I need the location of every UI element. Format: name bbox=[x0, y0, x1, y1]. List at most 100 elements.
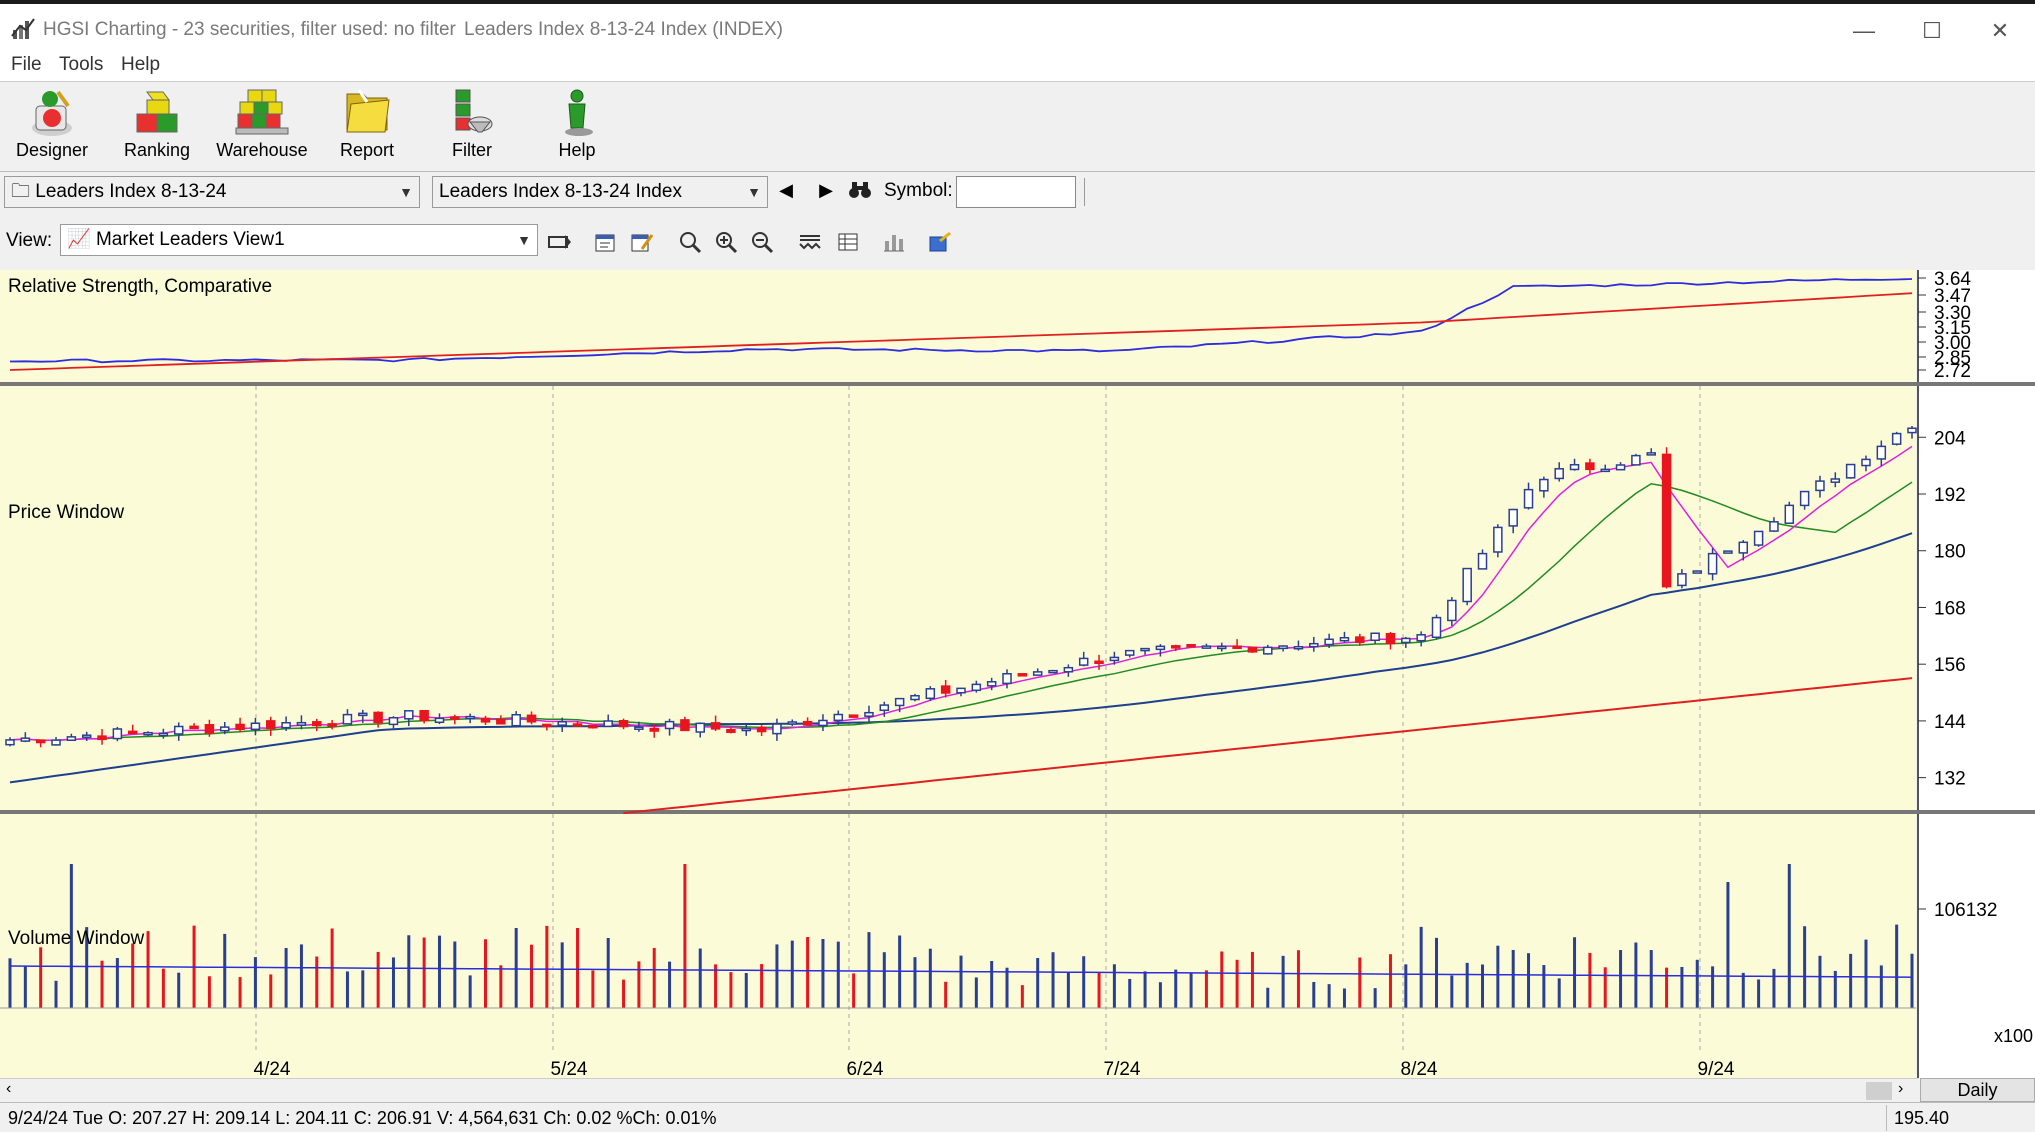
menu-tools[interactable]: Tools bbox=[59, 54, 104, 75]
candle-body bbox=[1002, 672, 1012, 685]
view-manager-icon[interactable] bbox=[546, 228, 574, 256]
volume-pane-title: Volume Window bbox=[8, 928, 145, 949]
data-table-icon[interactable] bbox=[834, 228, 862, 256]
binoculars-icon[interactable] bbox=[846, 176, 874, 204]
horizontal-scrollbar[interactable]: ‹ › bbox=[0, 1078, 1918, 1102]
status-bar: 9/24/24 Tue O: 207.27 H: 209.14 L: 204.1… bbox=[0, 1102, 2035, 1132]
candle-body bbox=[327, 723, 337, 727]
security-select-value: Leaders Index 8-13-24 Index bbox=[439, 181, 682, 202]
close-button[interactable]: ✕ bbox=[1990, 18, 2010, 43]
scroll-left-icon[interactable]: ‹ bbox=[6, 1080, 12, 1097]
candle-body bbox=[5, 739, 15, 746]
candle-body bbox=[358, 712, 368, 717]
help-button[interactable]: Help bbox=[527, 86, 627, 168]
date-label: 5/24 bbox=[551, 1059, 588, 1078]
chart-style-icon[interactable] bbox=[880, 228, 908, 256]
maximize-button[interactable]: ☐ bbox=[1922, 18, 1942, 43]
candle-body bbox=[1876, 445, 1887, 460]
next-arrow-icon[interactable]: ▶ bbox=[819, 179, 833, 200]
candle-body bbox=[1032, 671, 1043, 676]
edit-properties-icon[interactable] bbox=[628, 228, 656, 256]
candle-body bbox=[741, 727, 752, 732]
candle-body bbox=[1401, 637, 1411, 644]
chart-area[interactable]: 3.64 3.47 3.30 3.15 3.00 2.85 2.72 204 192 180 168… bbox=[0, 270, 2035, 1078]
menu-help[interactable]: Help bbox=[121, 54, 161, 75]
period-button[interactable]: Daily bbox=[1920, 1078, 2035, 1102]
candle-body bbox=[189, 725, 199, 730]
symbol-input[interactable] bbox=[956, 176, 1076, 208]
ma-long-line bbox=[623, 677, 1913, 815]
designer-button[interactable]: Designer bbox=[2, 86, 102, 168]
list-select-value: Leaders Index 8-13-24 bbox=[35, 181, 227, 202]
title-bar: HGSI Charting - 23 securities, filter us… bbox=[0, 0, 2035, 54]
candle-body bbox=[572, 723, 583, 727]
rs-tick-label: 3.00 bbox=[1934, 333, 1971, 354]
scroll-right-icon[interactable]: › bbox=[1898, 1080, 1904, 1097]
candle-body bbox=[266, 720, 276, 730]
candle-body bbox=[649, 727, 659, 732]
ma-mid-line bbox=[9, 481, 1913, 741]
candle-body bbox=[1186, 643, 1196, 648]
price-tick-label: 204 bbox=[1934, 428, 1966, 449]
warehouse-icon bbox=[235, 89, 289, 135]
menu-file[interactable]: File bbox=[11, 54, 42, 75]
price-tick-label: 168 bbox=[1934, 598, 1966, 619]
candle-body bbox=[1462, 567, 1472, 603]
zoom-out-icon[interactable] bbox=[748, 228, 776, 256]
price-pane-title: Price Window bbox=[8, 502, 125, 523]
candle-body bbox=[1140, 647, 1150, 652]
list-select[interactable]: 🗀 Leaders Index 8-13-24 ▼ bbox=[4, 176, 420, 208]
candle-body bbox=[1600, 468, 1610, 473]
candle-body bbox=[1355, 636, 1365, 644]
candle-body bbox=[1263, 646, 1273, 655]
candle-body bbox=[1109, 656, 1120, 662]
properties-icon[interactable] bbox=[592, 228, 620, 256]
report-button[interactable]: Report bbox=[317, 86, 417, 168]
candle-body bbox=[634, 726, 644, 730]
scroll-thumb[interactable] bbox=[1866, 1082, 1892, 1100]
date-label: 9/24 bbox=[1698, 1059, 1735, 1078]
view-select-value: Market Leaders View1 bbox=[95, 229, 285, 250]
candle-body bbox=[1048, 669, 1058, 674]
volume-pane-bg bbox=[0, 814, 1916, 1078]
rs-tick-label: 2.85 bbox=[1934, 348, 1971, 369]
candle-body bbox=[894, 697, 905, 707]
candle-body bbox=[1124, 649, 1135, 656]
price-pane-bg bbox=[0, 386, 1916, 810]
candle-body bbox=[204, 724, 215, 734]
chart-canvas[interactable]: 3.643.473.303.153.002.852.72 204 192 180 168… bbox=[0, 270, 2035, 1078]
pane-separator bbox=[0, 382, 2035, 386]
candle-body bbox=[772, 723, 782, 735]
chevron-down-icon: ▼ bbox=[517, 232, 531, 248]
rs-tick-label: 3.64 bbox=[1934, 270, 1971, 290]
view-select[interactable]: 📈 Market Leaders View1 ▼ bbox=[60, 224, 538, 256]
candle-body bbox=[1370, 632, 1380, 642]
previous-arrow-icon[interactable]: ◀ bbox=[779, 179, 793, 200]
minimize-button[interactable]: — bbox=[1853, 18, 1875, 43]
filter-button[interactable]: Filter bbox=[422, 86, 522, 168]
candle-body bbox=[312, 721, 322, 727]
candle-body bbox=[1201, 645, 1212, 649]
filter-icon bbox=[455, 89, 493, 133]
export-icon[interactable] bbox=[926, 228, 954, 256]
zoom-in-icon[interactable] bbox=[712, 228, 740, 256]
compress-icon[interactable] bbox=[796, 228, 824, 256]
candle-body bbox=[1845, 463, 1856, 479]
candle-body bbox=[664, 720, 675, 730]
ranking-button[interactable]: Ranking bbox=[107, 86, 207, 168]
candle-body bbox=[434, 717, 445, 724]
candle-body bbox=[818, 719, 828, 727]
candle-body bbox=[1232, 645, 1242, 650]
candle-body bbox=[480, 717, 491, 723]
price-tick-label: 156 bbox=[1934, 655, 1966, 676]
candle-body bbox=[1631, 454, 1641, 466]
candle-body bbox=[1416, 634, 1426, 642]
warehouse-button[interactable]: Warehouse bbox=[212, 86, 312, 168]
candle-body bbox=[1170, 645, 1181, 649]
zoom-icon[interactable] bbox=[676, 228, 704, 256]
security-select[interactable]: Leaders Index 8-13-24 Index ▼ bbox=[432, 176, 768, 208]
candle-body bbox=[940, 685, 951, 694]
view-label: View: bbox=[6, 230, 53, 251]
report-label: Report bbox=[339, 140, 395, 160]
candle-body bbox=[1707, 552, 1718, 575]
